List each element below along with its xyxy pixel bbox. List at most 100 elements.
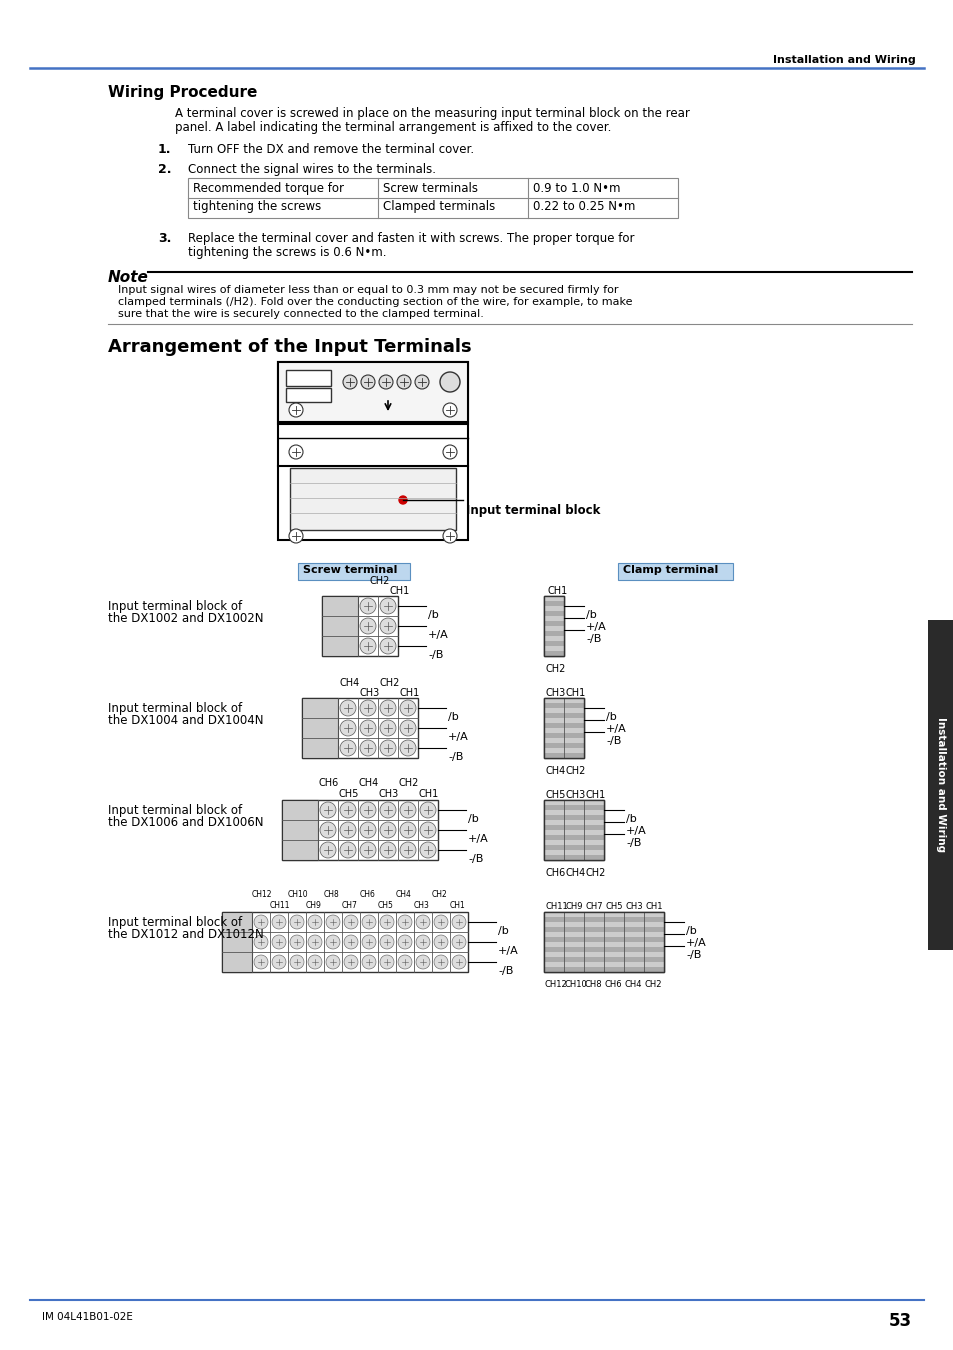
Bar (563, 801, 583, 805)
Text: Screw terminal: Screw terminal (303, 566, 397, 575)
Bar (543, 840, 563, 845)
Circle shape (419, 842, 436, 859)
Text: CH1: CH1 (418, 788, 438, 799)
Circle shape (359, 740, 375, 756)
Bar (543, 836, 563, 840)
Bar (603, 927, 623, 931)
Text: Clamp terminal: Clamp terminal (622, 566, 718, 575)
Text: /b: /b (448, 711, 458, 722)
Bar (563, 931, 583, 937)
Text: Turn OFF the DX and remove the terminal cover.: Turn OFF the DX and remove the terminal … (188, 143, 474, 157)
Text: CH7: CH7 (341, 900, 357, 910)
Bar (543, 630, 563, 636)
Bar (543, 733, 563, 738)
Text: CH2: CH2 (379, 678, 400, 688)
Text: CH12: CH12 (544, 980, 567, 990)
Text: 0.22 to 0.25 N•m: 0.22 to 0.25 N•m (533, 200, 635, 213)
Text: Note: Note (108, 270, 149, 285)
Text: CH6: CH6 (318, 778, 339, 788)
Bar (563, 825, 583, 830)
Circle shape (359, 822, 375, 838)
Bar (543, 931, 563, 937)
Bar (543, 718, 563, 724)
Text: Arrangement of the Input Terminals: Arrangement of the Input Terminals (108, 338, 471, 356)
Circle shape (379, 598, 395, 614)
Bar (543, 647, 563, 651)
Circle shape (339, 701, 355, 716)
Circle shape (326, 936, 339, 949)
Circle shape (319, 822, 335, 838)
Bar (583, 836, 603, 840)
Bar (563, 819, 583, 825)
Text: -/B: -/B (428, 649, 443, 660)
Bar (643, 913, 663, 917)
Bar (643, 952, 663, 957)
Text: Installation and Wiring: Installation and Wiring (935, 717, 945, 853)
Text: CH1: CH1 (585, 790, 605, 801)
Bar (543, 753, 563, 757)
Bar (563, 815, 583, 819)
Bar (603, 967, 623, 972)
Circle shape (359, 802, 375, 818)
Bar (563, 743, 583, 748)
Text: CH8: CH8 (584, 980, 602, 990)
Circle shape (361, 954, 375, 969)
Bar (563, 963, 583, 967)
Bar (563, 967, 583, 972)
Bar (543, 967, 563, 972)
Bar (623, 942, 643, 946)
Text: /b: /b (497, 926, 508, 936)
Circle shape (343, 375, 356, 389)
Bar (543, 855, 563, 860)
Circle shape (359, 618, 375, 634)
Circle shape (396, 375, 411, 389)
Bar (543, 963, 563, 967)
Text: CH3: CH3 (545, 688, 566, 698)
Bar (583, 855, 603, 860)
Text: CH12: CH12 (252, 890, 273, 899)
Circle shape (379, 822, 395, 838)
Bar (543, 707, 563, 713)
Bar (543, 606, 563, 612)
Text: IM 04L41B01-02E: IM 04L41B01-02E (42, 1312, 132, 1322)
Bar (643, 922, 663, 927)
Bar (543, 601, 563, 606)
Bar (623, 927, 643, 931)
Bar (543, 698, 563, 703)
Bar (543, 698, 583, 757)
Bar (302, 698, 417, 757)
Text: CH3: CH3 (378, 788, 399, 799)
Circle shape (416, 915, 430, 929)
Circle shape (379, 701, 395, 716)
Bar (623, 957, 643, 963)
Bar (563, 718, 583, 724)
Bar (543, 738, 563, 742)
Bar (563, 922, 583, 927)
Bar (583, 850, 603, 855)
Circle shape (439, 373, 459, 391)
Bar (543, 713, 563, 718)
Bar (623, 946, 643, 952)
Bar (643, 931, 663, 937)
Circle shape (399, 842, 416, 859)
Bar (543, 937, 563, 942)
Bar (543, 913, 563, 917)
Bar (543, 703, 563, 707)
Text: -/B: -/B (468, 855, 483, 864)
Bar (543, 743, 563, 748)
Circle shape (452, 936, 465, 949)
Text: CH6: CH6 (359, 890, 375, 899)
Circle shape (272, 936, 286, 949)
Text: /b: /b (468, 814, 478, 824)
Bar (543, 595, 563, 601)
Bar (583, 922, 603, 927)
Circle shape (253, 936, 268, 949)
Bar (563, 937, 583, 942)
Text: CH4: CH4 (624, 980, 641, 990)
Bar (623, 967, 643, 972)
Bar (286, 370, 331, 386)
Text: CH3: CH3 (625, 902, 643, 911)
Bar (563, 698, 583, 703)
Circle shape (419, 822, 436, 838)
Text: +/A: +/A (448, 732, 468, 742)
